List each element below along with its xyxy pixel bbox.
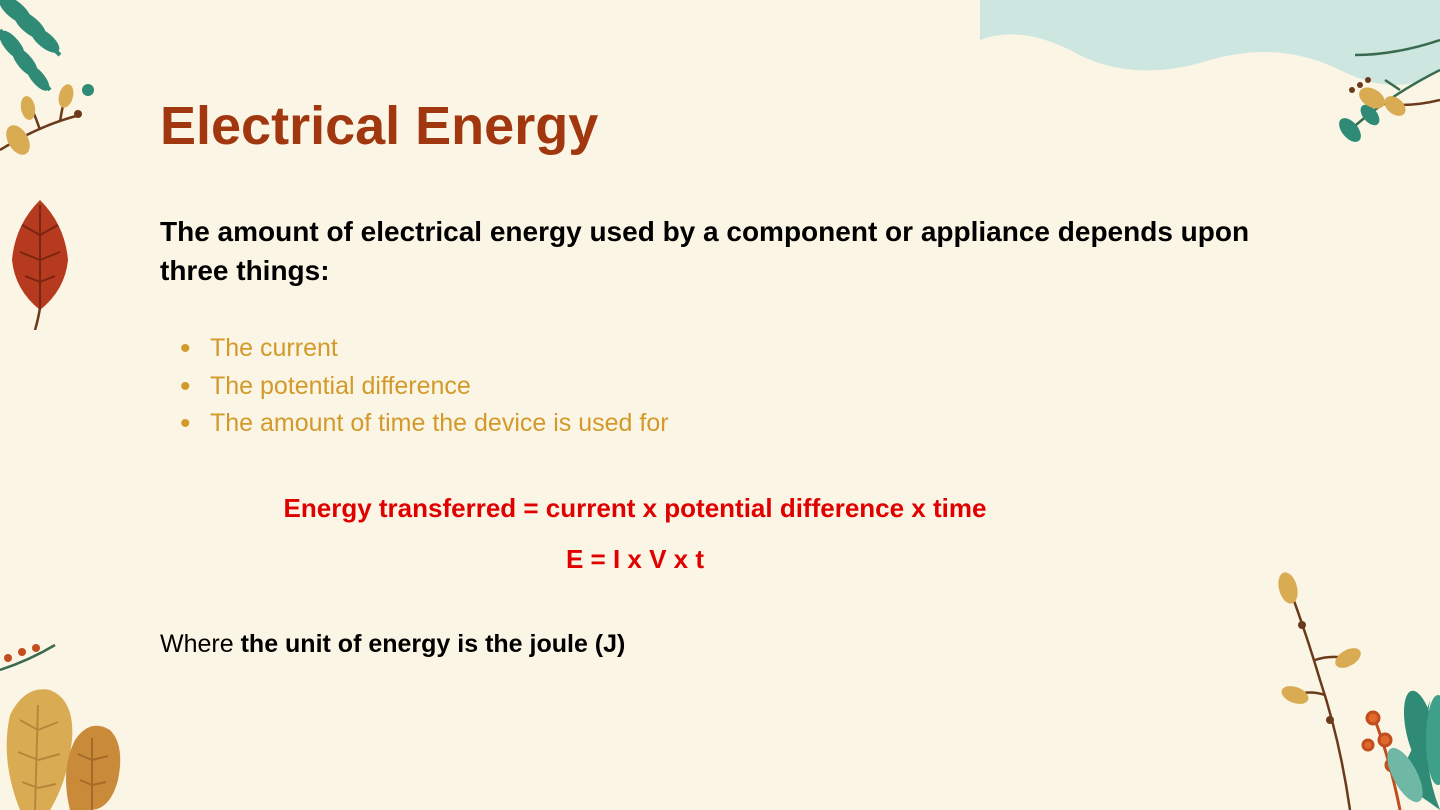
bullet-item: The potential difference [180,368,1260,406]
where-line: Where the unit of energy is the joule (J… [160,630,1260,659]
formula-words: Energy transferred = current x potential… [160,493,1110,524]
bullet-list: The current The potential difference The… [180,330,1260,443]
slide-title: Electrical Energy [160,95,1260,157]
decoration-top-left [0,0,180,200]
decoration-red-leaf [0,190,90,330]
where-prefix: Where [160,630,241,658]
slide-content: Electrical Energy The amount of electric… [160,95,1260,659]
where-bold: the unit of energy is the joule (J) [241,630,626,658]
decoration-bottom-left [0,610,160,810]
bullet-item: The current [180,330,1260,368]
formula-symbols: E = I x V x t [160,544,1110,575]
bullet-item: The amount of time the device is used fo… [180,405,1260,443]
intro-text: The amount of electrical energy used by … [160,212,1260,290]
